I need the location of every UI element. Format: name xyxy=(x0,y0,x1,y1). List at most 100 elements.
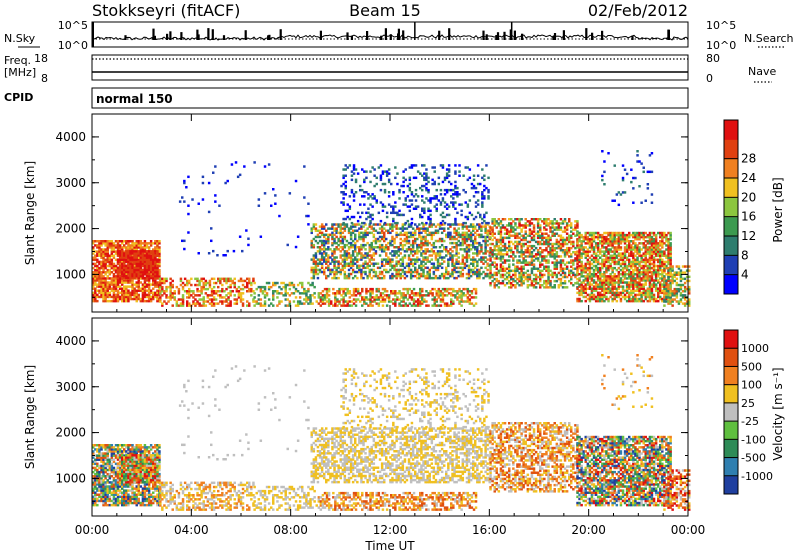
noise-sky-spike xyxy=(319,30,322,40)
power-cell xyxy=(607,244,610,247)
power-cell xyxy=(401,256,405,259)
power-cell xyxy=(441,197,445,200)
power-cell xyxy=(92,258,95,262)
power-cell xyxy=(323,260,326,263)
power-cell xyxy=(431,298,434,301)
power-cell xyxy=(149,274,153,278)
power-cell xyxy=(508,259,511,262)
power-cell xyxy=(405,262,409,265)
power-cell xyxy=(305,292,308,295)
power-cell xyxy=(605,287,608,290)
power-cell xyxy=(508,240,511,244)
power-cell xyxy=(422,274,425,278)
power-cell xyxy=(474,287,478,291)
power-cell xyxy=(549,220,552,223)
power-cell xyxy=(611,279,614,282)
power-cell xyxy=(505,253,509,256)
power-cell xyxy=(455,270,458,274)
power-cell xyxy=(603,279,606,282)
power-cell xyxy=(534,277,538,281)
power-cell xyxy=(424,239,427,243)
power-cell xyxy=(401,262,405,265)
power-cell xyxy=(447,188,451,192)
power-cell xyxy=(528,234,532,237)
power-cell xyxy=(592,268,596,272)
power-cell xyxy=(329,272,332,276)
power-cell xyxy=(596,258,600,262)
power-cell xyxy=(609,273,612,276)
power-cell xyxy=(370,258,373,261)
power-cell xyxy=(590,277,594,280)
power-cell xyxy=(613,262,616,266)
power-cell xyxy=(433,302,436,305)
power-cell xyxy=(354,262,357,265)
power-cell xyxy=(112,285,116,288)
power-cell xyxy=(443,274,446,278)
power-cell xyxy=(398,188,401,192)
power-cell xyxy=(98,262,101,266)
power-cell xyxy=(472,258,475,261)
power-cell xyxy=(407,270,411,274)
power-cell xyxy=(339,246,342,249)
power-cell xyxy=(508,224,511,227)
power-cell xyxy=(141,285,145,288)
power-cell xyxy=(335,260,338,263)
power-cell xyxy=(611,256,614,259)
power-cell xyxy=(436,260,440,263)
power-cell xyxy=(154,242,157,245)
power-cell xyxy=(409,231,413,235)
power-cell xyxy=(362,254,365,257)
power-cell xyxy=(534,273,538,277)
power-cell xyxy=(582,289,585,292)
power-cell xyxy=(317,294,321,297)
power-cell xyxy=(154,262,157,265)
power-cell xyxy=(418,235,421,239)
power-cell xyxy=(127,270,130,274)
power-cell xyxy=(607,231,610,235)
power-cell xyxy=(239,294,243,297)
power-cell xyxy=(385,211,389,215)
power-cell xyxy=(460,294,463,297)
power-cell xyxy=(561,236,565,240)
power-cell xyxy=(514,224,517,227)
power-cell xyxy=(543,236,546,240)
power-cell xyxy=(397,270,400,274)
power-cell xyxy=(545,249,548,252)
power-cell xyxy=(503,267,507,270)
power-cell xyxy=(368,260,371,263)
power-cell xyxy=(520,267,523,270)
power-cell xyxy=(570,275,573,279)
power-cell xyxy=(586,283,590,286)
power-cell xyxy=(594,256,598,259)
power-cell xyxy=(175,300,179,303)
power-cell xyxy=(467,250,471,253)
power-cell xyxy=(410,290,414,293)
power-cell xyxy=(98,277,101,280)
power-cell xyxy=(127,256,130,259)
power-cell xyxy=(468,298,472,301)
power-cell xyxy=(603,289,606,292)
power-cell xyxy=(453,266,456,270)
power-cell xyxy=(145,270,149,274)
power-cell xyxy=(312,237,316,241)
power-cell xyxy=(158,260,161,264)
power-cell xyxy=(526,279,530,283)
power-cell xyxy=(555,263,559,266)
power-cell xyxy=(613,258,616,262)
power-cell xyxy=(580,281,583,284)
power-cell xyxy=(194,304,197,307)
power-cell xyxy=(594,295,598,299)
power-cell xyxy=(394,294,397,297)
power-cell xyxy=(360,243,363,247)
power-cell xyxy=(501,253,505,256)
power-cell xyxy=(339,235,342,239)
power-cell xyxy=(292,300,296,303)
power-cell xyxy=(461,262,465,265)
power-cell xyxy=(389,227,392,230)
power-cell xyxy=(389,231,392,235)
power-cell xyxy=(102,287,105,290)
power-cell xyxy=(143,262,147,265)
power-cell xyxy=(609,238,612,241)
power-cell xyxy=(401,239,405,243)
power-cell xyxy=(530,236,534,240)
